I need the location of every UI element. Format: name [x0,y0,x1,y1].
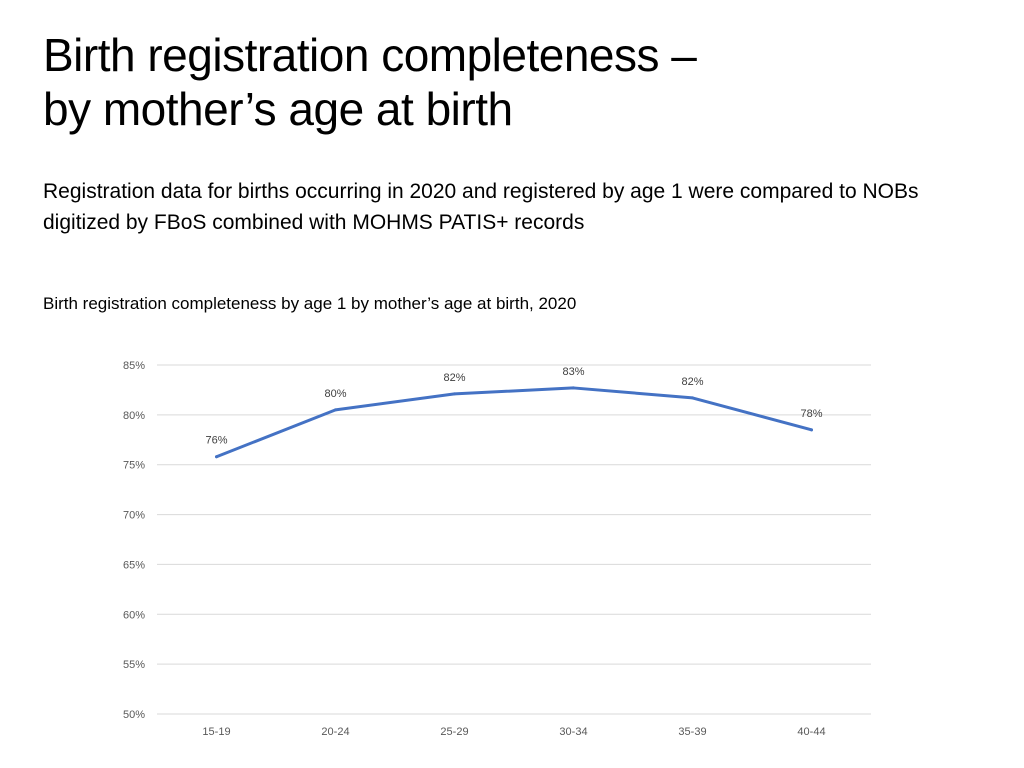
y-tick-label: 50% [123,709,145,721]
series [215,386,813,459]
line-chart: 50% 55% 60% 65% 70% 75% 80% 85% 15-19 20-24 25-29… [123,360,871,738]
x-tick-label: 35-39 [678,726,706,738]
data-label: 78% [800,408,822,420]
slide-title-line-2: by mother’s age at birth [43,83,513,135]
grid-lines [157,364,871,715]
data-labels: 76% 80% 82% 83% 82% 78% [205,366,822,447]
y-tick-label: 70% [123,510,145,522]
data-label: 76% [205,435,227,447]
y-tick-label: 60% [123,609,145,621]
y-axis-ticks: 50% 55% 60% 65% 70% 75% 80% 85% [123,360,145,721]
y-tick-label: 85% [123,360,145,372]
x-tick-label: 30-34 [559,726,587,738]
data-point [572,386,575,390]
y-tick-label: 75% [123,460,145,472]
data-point [453,392,456,396]
data-label: 82% [443,372,465,384]
series-line [215,386,813,459]
data-point [215,455,218,459]
slide-title: Birth registration completeness – by mot… [43,28,983,136]
x-tick-label: 40-44 [797,726,825,738]
data-label: 83% [562,366,584,378]
y-tick-label: 55% [123,659,145,671]
x-tick-label: 25-29 [440,726,468,738]
x-axis-ticks: 15-19 20-24 25-29 30-34 35-39 40-44 [202,726,825,738]
data-point [691,396,694,400]
y-tick-label: 80% [123,410,145,422]
y-tick-label: 65% [123,559,145,571]
data-point [334,408,337,412]
data-label: 80% [324,388,346,400]
data-point [810,428,813,432]
x-tick-label: 15-19 [202,726,230,738]
data-label: 82% [681,376,703,388]
slide-subtitle: Registration data for births occurring i… [43,180,919,234]
slide-title-line-1: Birth registration completeness – [43,29,697,81]
chart-title: Birth registration completeness by age 1… [43,294,577,313]
x-tick-label: 20-24 [321,726,349,738]
